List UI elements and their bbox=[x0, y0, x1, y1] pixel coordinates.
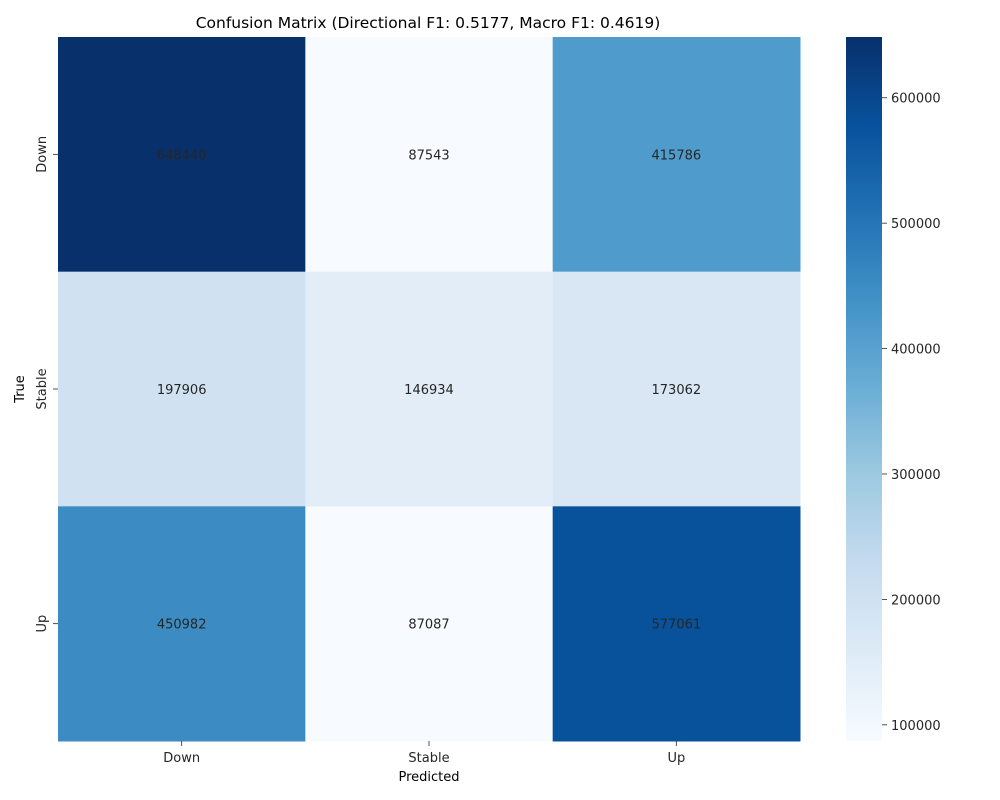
heatmap-cell bbox=[305, 506, 554, 742]
heatmap-cells bbox=[58, 37, 801, 742]
heatmap-cell bbox=[58, 506, 306, 742]
heatmap-cell bbox=[58, 37, 306, 273]
x-tick-label: Up bbox=[667, 751, 685, 766]
cell-value-label: 197906 bbox=[157, 383, 207, 398]
y-tick-label: Down bbox=[35, 136, 50, 173]
x-tick-label: Down bbox=[163, 751, 200, 766]
colorbar-tick-label: 100000 bbox=[891, 719, 941, 734]
cell-value-label: 146934 bbox=[404, 383, 454, 398]
cell-value-label: 648440 bbox=[157, 148, 207, 163]
cell-value-label: 577061 bbox=[652, 618, 702, 633]
colorbar-tick-label: 600000 bbox=[891, 92, 941, 107]
colorbar bbox=[846, 37, 882, 741]
x-axis-label: Predicted bbox=[398, 770, 459, 785]
cell-value-label: 87087 bbox=[408, 618, 449, 633]
heatmap-cell bbox=[305, 271, 554, 507]
colorbar-tick-label: 500000 bbox=[891, 217, 941, 232]
heatmap-cell bbox=[552, 271, 801, 507]
heatmap-cell bbox=[305, 37, 554, 273]
colorbar-tick-label: 300000 bbox=[891, 468, 941, 483]
x-axis-ticks: Down Stable Up bbox=[163, 741, 685, 766]
cell-value-label: 173062 bbox=[652, 383, 702, 398]
colorbar-tick-label: 400000 bbox=[891, 343, 941, 358]
cell-value-label: 450982 bbox=[157, 618, 207, 633]
chart-title: Confusion Matrix (Directional F1: 0.5177… bbox=[196, 14, 661, 32]
y-axis-label: True bbox=[13, 375, 28, 404]
y-axis-ticks: Down Stable Up bbox=[35, 136, 58, 633]
heatmap-cell bbox=[552, 506, 801, 742]
y-tick-label: Stable bbox=[35, 368, 50, 409]
cell-value-labels: 648440 87543 415786 197906 146934 173062 45098… bbox=[157, 148, 701, 632]
heatmap-cell bbox=[58, 271, 306, 507]
y-tick-label: Up bbox=[35, 615, 50, 633]
cell-value-label: 87543 bbox=[408, 148, 449, 163]
colorbar-ticks: 100000 200000 300000 400000 500000 600000 bbox=[882, 92, 941, 734]
colorbar-tick-label: 200000 bbox=[891, 593, 941, 608]
cell-value-label: 415786 bbox=[652, 148, 702, 163]
x-tick-label: Stable bbox=[408, 751, 449, 766]
heatmap-cell bbox=[552, 37, 801, 273]
